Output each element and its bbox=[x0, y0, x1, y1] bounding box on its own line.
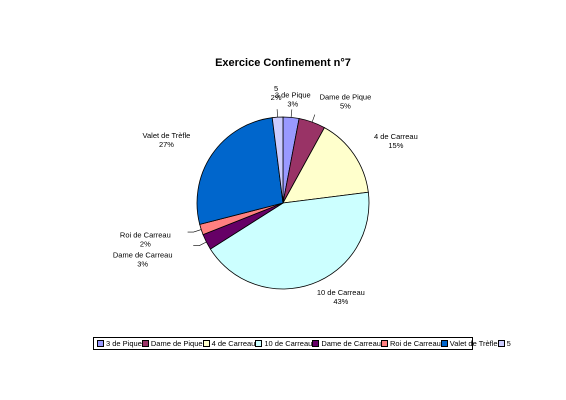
leader-line-roi-de-carreau bbox=[187, 229, 202, 233]
legend-item-3-de-pique: 3 de Pique bbox=[97, 339, 142, 348]
legend-item-4-de-carreau: 4 de Carreau bbox=[202, 339, 256, 348]
legend-swatch bbox=[141, 340, 149, 347]
pie-slice-valet-de-trefle bbox=[196, 117, 284, 225]
legend-swatch bbox=[380, 340, 388, 347]
pie-slice-10-de-carreau bbox=[209, 191, 370, 290]
leader-line-dame-de-carreau bbox=[193, 241, 207, 246]
slice-label-10-de-carreau: 10 de Carreau bbox=[317, 288, 365, 297]
chart-title: Exercice Confinement n°7 bbox=[215, 57, 351, 69]
slice-pct-valet-de-trefle: 27% bbox=[159, 140, 174, 149]
legend-item-valet-de-trefle: Valet de Trèfle bbox=[440, 339, 498, 348]
legend-swatch bbox=[497, 340, 505, 347]
slice-pct-10-de-carreau: 43% bbox=[333, 297, 348, 306]
legend-label: 4 de Carreau bbox=[211, 339, 256, 348]
pie-slice-4-de-carreau bbox=[282, 127, 369, 204]
slice-pct-roi-de-carreau: 2% bbox=[140, 239, 151, 248]
legend-item-5: 5 bbox=[497, 339, 511, 348]
legend-swatch bbox=[97, 340, 104, 347]
legend-label: Roi de Carreau bbox=[389, 339, 441, 348]
legend-swatch bbox=[440, 340, 448, 347]
legend-label: Dame de Carreau bbox=[321, 339, 381, 348]
slice-label-roi-de-carreau: Roi de Carreau bbox=[120, 230, 171, 239]
slice-pct-dame-de-pique: 5% bbox=[340, 101, 351, 110]
slice-pct-5: 2% bbox=[271, 93, 282, 102]
legend-item-dame-de-pique: Dame de Pique bbox=[141, 339, 203, 348]
legend-item-10-de-carreau: 10 de Carreau bbox=[255, 339, 312, 348]
slice-label-3-de-pique: 3 de Pique bbox=[275, 90, 311, 99]
leader-line-dame-de-pique bbox=[311, 114, 316, 123]
slice-pct-dame-de-carreau: 3% bbox=[137, 259, 148, 268]
legend-swatch bbox=[312, 340, 320, 347]
legend-label: 10 de Carreau bbox=[264, 339, 313, 348]
legend-item-roi-de-carreau: Roi de Carreau bbox=[380, 339, 441, 348]
legend-swatch bbox=[202, 340, 210, 347]
leader-line-3-de-pique bbox=[290, 109, 293, 118]
slice-label-valet-de-trefle: Valet de Trèfle bbox=[143, 131, 191, 140]
slice-label-dame-de-carreau: Dame de Carreau bbox=[113, 250, 173, 259]
legend-label: Dame de Pique bbox=[150, 339, 203, 348]
legend: 3 de Pique Dame de Pique 4 de Carreau 10 de… bbox=[93, 337, 511, 350]
slice-pct-4-de-carreau: 15% bbox=[388, 141, 403, 150]
slice-label-4-de-carreau: 4 de Carreau bbox=[374, 132, 418, 141]
legend-label: 5 bbox=[506, 339, 511, 348]
legend-label: Valet de Trèfle bbox=[449, 339, 498, 348]
legend-item-dame-de-carreau: Dame de Carreau bbox=[312, 339, 381, 348]
leader-line-5 bbox=[276, 109, 278, 118]
slice-pct-3-de-pique: 3% bbox=[287, 99, 298, 108]
slice-label-dame-de-pique: Dame de Pique bbox=[320, 92, 372, 101]
legend-label: 3 de Pique bbox=[106, 339, 142, 348]
slice-label-5: 5 bbox=[274, 84, 278, 93]
legend-swatch bbox=[255, 340, 263, 347]
